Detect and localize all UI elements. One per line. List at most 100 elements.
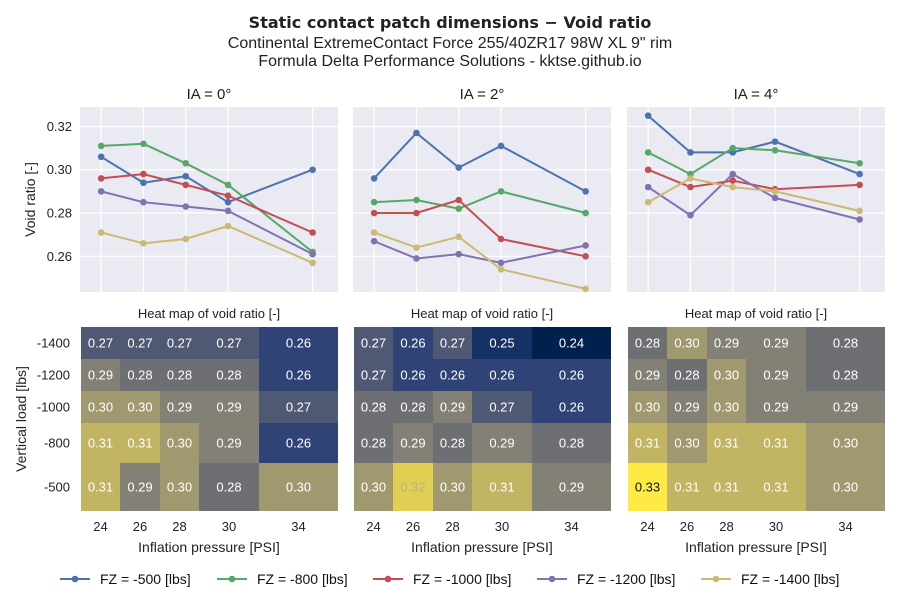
data-point <box>771 146 779 154</box>
heatmap-cell-label: 0.30 <box>714 368 739 383</box>
y-tick-label: -800 <box>44 436 70 451</box>
heatmap-cell-label: 0.27 <box>216 336 241 351</box>
heatmap-cell-label: 0.30 <box>127 400 152 415</box>
heatmap-cell <box>354 391 393 423</box>
heatmap-cell <box>667 391 707 423</box>
heatmap-cell-label: 0.28 <box>127 368 152 383</box>
y-tick-label: 0.26 <box>47 249 72 264</box>
data-point <box>182 181 190 189</box>
heatmap-cell <box>628 359 667 391</box>
x-tick-label: 26 <box>406 519 420 534</box>
heatmap-cell-label: 0.31 <box>127 436 152 451</box>
heatmap-cell-label: 0.31 <box>674 480 699 495</box>
heatmap-cell-label: 0.30 <box>88 400 113 415</box>
heatmap-cell-label: 0.29 <box>674 400 699 415</box>
heatmap-title-0: Heat map of void ratio [-] <box>138 306 280 321</box>
data-point <box>856 216 863 223</box>
heatmap-cell-label: 0.28 <box>361 436 386 451</box>
heatmap-cell-label: 0.27 <box>286 400 311 415</box>
heatmap-cell <box>393 463 433 511</box>
figure-subtitle-source: Formula Delta Performance Solutions - kk… <box>258 53 641 70</box>
heatmap-cell <box>81 391 120 423</box>
data-point <box>182 172 190 180</box>
data-point <box>687 211 694 219</box>
line-panel-bg-0 <box>80 107 338 292</box>
line-panel-bg-2 <box>627 107 885 292</box>
heatmap-cell-label: 0.28 <box>216 480 241 495</box>
heatmap-cell <box>707 463 746 511</box>
heatmap-cell-label: 0.29 <box>559 480 584 495</box>
data-point <box>97 175 105 182</box>
heatmap-cell-label: 0.27 <box>88 336 113 351</box>
plots: IA = 0° 0.26 0.28 0.30 0.32 Void ratio [-] IA … <box>13 86 885 555</box>
heatmap-cell <box>81 423 120 463</box>
panel-title-0: IA = 0° <box>187 86 232 103</box>
data-point <box>497 265 505 273</box>
data-point <box>856 159 863 167</box>
data-point <box>182 159 190 167</box>
heatmap-cell <box>354 463 393 511</box>
heatmap-cell <box>160 463 199 511</box>
heatmap-cell-label: 0.28 <box>400 400 425 415</box>
data-point <box>455 196 463 204</box>
data-point <box>455 250 463 258</box>
heatmap-cell-label: 0.29 <box>167 400 192 415</box>
heatmap-cell <box>120 423 160 463</box>
heatmap-cell-label: 0.28 <box>440 436 465 451</box>
heatmap-cell-label: 0.31 <box>88 480 113 495</box>
data-point <box>771 188 779 195</box>
heatmap-cell-label: 0.27 <box>440 336 465 351</box>
heatmap-cell <box>120 391 160 423</box>
heatmap-cell-label: 0.28 <box>216 368 241 383</box>
legend-label: FZ = -1000 [lbs] <box>413 571 511 587</box>
heatmap-cell <box>532 327 611 359</box>
figure-title: Static contact patch dimensions − Void r… <box>249 13 652 32</box>
heatmap-cell-label: 0.30 <box>440 480 465 495</box>
data-point <box>729 170 737 178</box>
heatmap-cell-label: 0.29 <box>763 368 788 383</box>
heatmap-cell <box>433 359 472 391</box>
heatmap-cell <box>433 391 472 423</box>
x-axis-label: Inflation pressure [PSI] <box>411 539 553 555</box>
heatmap-cell-label: 0.25 <box>489 336 514 351</box>
heatmap-cell-label: 0.28 <box>833 368 858 383</box>
data-point <box>182 235 190 243</box>
data-point <box>224 207 232 215</box>
heatmap-cell <box>81 327 120 359</box>
x-tick-label: 28 <box>445 519 459 534</box>
heatmap-cell-label: 0.28 <box>833 336 858 351</box>
heatmap-cell <box>667 327 707 359</box>
heatmap-cell <box>199 423 259 463</box>
data-point <box>413 196 420 204</box>
heatmap-cell-label: 0.27 <box>361 336 386 351</box>
heatmap-cell <box>259 423 338 463</box>
heatmap-cell <box>120 463 160 511</box>
x-tick-label: 24 <box>640 519 654 534</box>
heatmap-cell-label: 0.26 <box>286 368 311 383</box>
data-point <box>224 181 232 189</box>
x-axis-label: Inflation pressure [PSI] <box>138 539 280 555</box>
heatmap-cell <box>259 391 338 423</box>
heatmap-cell-label: 0.29 <box>440 400 465 415</box>
heatmap-cell <box>160 423 199 463</box>
data-point <box>497 188 505 195</box>
heatmap-cell-label: 0.30 <box>674 336 699 351</box>
data-point <box>687 183 694 191</box>
data-point <box>582 252 589 260</box>
heatmap-cell <box>259 359 338 391</box>
data-point <box>309 250 316 258</box>
heatmap-cell <box>707 423 746 463</box>
heatmap-cell <box>472 423 532 463</box>
heatmap-cell-label: 0.31 <box>763 480 788 495</box>
heatmap-cell-label: 0.26 <box>400 368 425 383</box>
heatmap-cell-label: 0.29 <box>127 480 152 495</box>
data-point <box>370 198 378 206</box>
y-tick-label: 0.30 <box>47 162 72 177</box>
data-point <box>729 177 737 184</box>
data-point <box>856 170 863 178</box>
x-tick-label: 26 <box>680 519 694 534</box>
data-point <box>97 153 105 161</box>
data-point <box>97 188 105 195</box>
heatmap-cell-label: 0.33 <box>635 480 660 495</box>
heatmap-cell-label: 0.27 <box>361 368 386 383</box>
